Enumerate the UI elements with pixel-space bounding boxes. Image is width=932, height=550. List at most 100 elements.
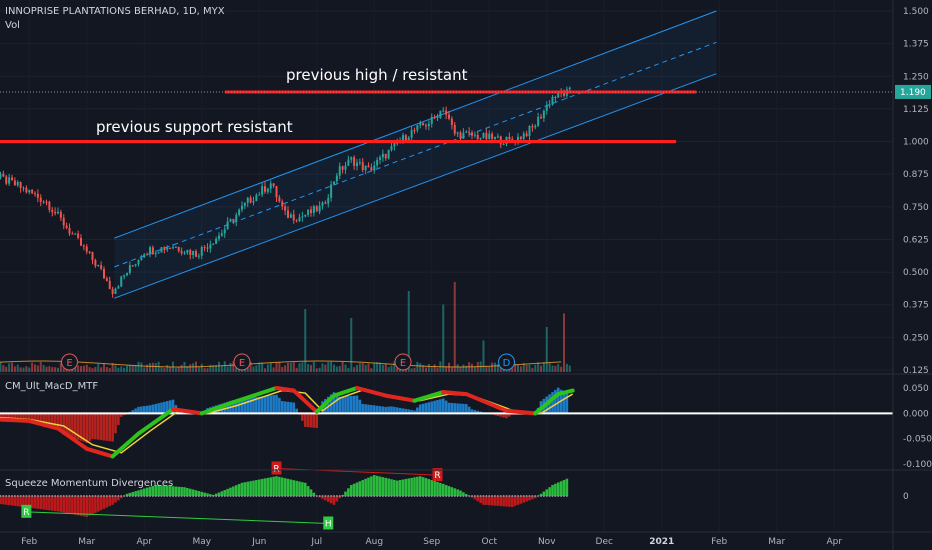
volume-bar bbox=[108, 368, 111, 372]
squeeze-momentum-bar bbox=[349, 485, 353, 496]
squeeze-momentum-bar bbox=[508, 496, 511, 507]
macd-line-segment bbox=[274, 386, 296, 393]
squeeze-momentum-bar bbox=[421, 477, 425, 496]
squeeze-momentum-bar bbox=[249, 481, 252, 496]
squeeze-state-dot bbox=[453, 495, 456, 497]
squeeze-state-dot bbox=[143, 495, 146, 497]
squeeze-state-dot bbox=[560, 495, 563, 497]
squeeze-momentum-bar bbox=[292, 480, 296, 496]
volume-bar bbox=[97, 364, 100, 372]
candle-body bbox=[206, 247, 209, 249]
macd-histogram-bar bbox=[240, 398, 244, 414]
candle-body bbox=[68, 227, 71, 234]
candle-body bbox=[310, 209, 312, 213]
macd-line-segment bbox=[504, 408, 538, 416]
candle-body bbox=[439, 110, 442, 118]
squeeze-state-dot bbox=[327, 495, 330, 497]
squeeze-state-dot bbox=[0, 495, 2, 497]
macd-histogram-bar bbox=[418, 404, 422, 414]
candle-body bbox=[465, 131, 468, 133]
volume-bar bbox=[537, 362, 540, 372]
macd-histogram-bar bbox=[65, 413, 68, 436]
macd-histogram-bar bbox=[171, 399, 175, 414]
volume-bar bbox=[471, 363, 473, 372]
volume-bar bbox=[548, 363, 551, 372]
volume-bar bbox=[39, 362, 42, 372]
candle-body bbox=[298, 217, 301, 222]
squeeze-momentum-bar bbox=[188, 488, 192, 496]
squeeze-momentum-bar bbox=[453, 488, 457, 496]
squeeze-state-dot bbox=[422, 495, 425, 497]
macd-line-segment bbox=[84, 446, 115, 459]
volume-bar bbox=[333, 364, 335, 372]
macd-tick-label: 0.000 bbox=[903, 409, 929, 419]
volume-bar bbox=[88, 367, 91, 372]
candle-body bbox=[292, 214, 295, 221]
macd-histogram-bar bbox=[413, 410, 416, 414]
volume-bar bbox=[321, 363, 324, 372]
squeeze-momentum-bar bbox=[206, 493, 209, 496]
squeeze-state-dot bbox=[261, 495, 264, 497]
candle-body bbox=[404, 135, 407, 141]
candle-body bbox=[307, 209, 310, 215]
macd-histogram-bar bbox=[427, 402, 431, 414]
macd-histogram-bar bbox=[82, 413, 86, 442]
divergence-badge bbox=[323, 516, 334, 530]
volume-bar bbox=[459, 367, 462, 372]
macd-histogram-bar bbox=[148, 405, 152, 414]
squeeze-state-dot bbox=[19, 495, 22, 497]
price-axis[interactable]: 1.500 1.375 1.250 1.125 1.000 0.875 0.750 0.625… bbox=[895, 7, 932, 502]
volume-bar bbox=[485, 366, 488, 372]
squeeze-momentum-bar bbox=[220, 491, 224, 496]
candle-body bbox=[347, 159, 350, 166]
macd-histogram-bar bbox=[94, 413, 97, 440]
volume-bar bbox=[59, 362, 62, 372]
volume-bar bbox=[542, 362, 545, 372]
macd-histogram-bar bbox=[4, 413, 8, 420]
time-axis[interactable]: Feb Mar Apr May Jun Jul Aug Sep Oct Nov Dec 2021 Feb… bbox=[21, 537, 842, 547]
squeeze-momentum-bar bbox=[335, 496, 339, 502]
volume-bar bbox=[289, 362, 292, 372]
squeeze-momentum-bar bbox=[565, 478, 569, 496]
candle-body bbox=[390, 146, 393, 150]
squeeze-state-dot bbox=[28, 495, 31, 497]
squeeze-state-dot bbox=[358, 495, 361, 497]
divergence-badge-label: R bbox=[434, 471, 440, 481]
squeeze-state-dot bbox=[548, 495, 551, 497]
squeeze-state-dot bbox=[146, 495, 149, 497]
macd-histogram-bar bbox=[450, 402, 454, 414]
squeeze-state-dot bbox=[82, 495, 85, 497]
time-tick-label: Mar bbox=[768, 537, 785, 547]
squeeze-momentum-bar bbox=[252, 480, 255, 496]
volume-bar bbox=[220, 365, 223, 372]
candle-body bbox=[266, 188, 269, 192]
price-tick-label: 1.500 bbox=[903, 7, 929, 17]
candle-body bbox=[335, 175, 338, 182]
squeeze-state-dot bbox=[180, 495, 183, 497]
squeeze-momentum-bar bbox=[393, 479, 396, 496]
macd-histogram-bar bbox=[367, 404, 370, 414]
macd-line-segment bbox=[533, 392, 561, 416]
macd-histogram-bar bbox=[456, 403, 459, 414]
squeeze-momentum-bar bbox=[10, 496, 14, 506]
macd-histogram-bar bbox=[68, 413, 71, 437]
squeeze-state-dot bbox=[338, 495, 341, 497]
volume-bar bbox=[473, 366, 476, 372]
squeeze-state-dot bbox=[183, 495, 186, 497]
macd-line-segment bbox=[355, 386, 388, 398]
macd-histogram-bar bbox=[404, 408, 408, 414]
volume-bar bbox=[8, 363, 11, 372]
macd-title: CM_Ult_MacD_MTF bbox=[5, 381, 99, 392]
macd-histogram-bar bbox=[384, 406, 388, 414]
volume-bar bbox=[482, 340, 485, 372]
candle-body bbox=[551, 96, 554, 105]
macd-histogram-bar bbox=[387, 406, 390, 414]
squeeze-state-dot bbox=[545, 495, 548, 497]
macd-histogram-bar bbox=[243, 398, 247, 414]
macd-histogram-bar bbox=[22, 413, 25, 420]
volume-bar bbox=[307, 364, 310, 372]
volume-bar bbox=[338, 366, 341, 372]
squeeze-state-dot bbox=[123, 495, 126, 497]
